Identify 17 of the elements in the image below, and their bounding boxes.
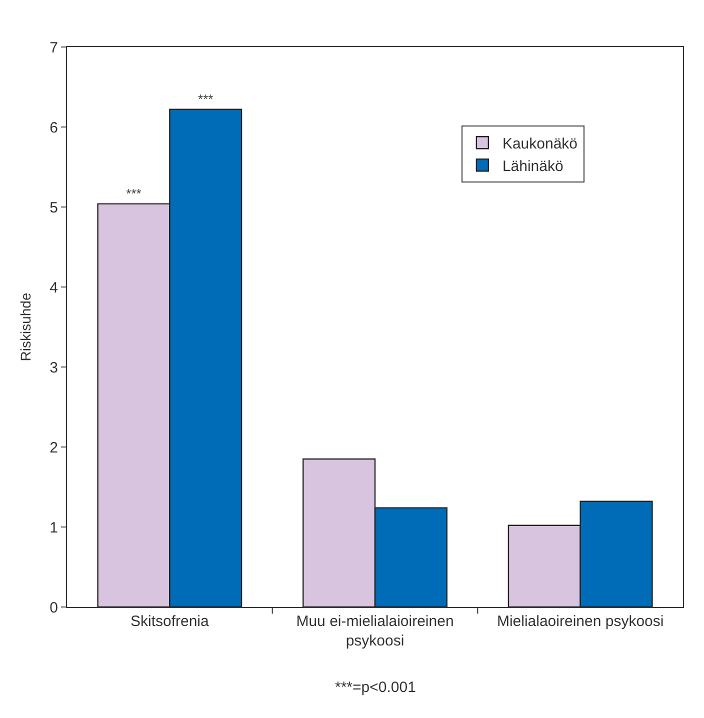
data-label: ***	[126, 186, 142, 201]
y-tick-label: 4	[50, 279, 58, 296]
y-tick-label: 5	[50, 199, 58, 216]
y-tick-label: 2	[50, 439, 58, 456]
y-tick-label: 1	[50, 519, 58, 536]
y-tick-label: 3	[50, 359, 58, 376]
x-tick-label: Skitsofrenia	[130, 613, 210, 630]
y-tick-label: 6	[50, 119, 58, 136]
y-axis-title: Riskisuhde	[17, 292, 34, 362]
data-label: ***	[198, 91, 214, 106]
x-tick-label: Muu ei-mielialaioireinen psykoosi	[296, 613, 454, 650]
x-tick-label: Mielialaoireinen psykoosi	[496, 613, 664, 630]
y-tick-label: 0	[50, 599, 58, 616]
y-tick-label: 7	[50, 39, 58, 56]
legend-label: Lähinäkö	[502, 158, 564, 175]
text: ***=p<0.001	[335, 679, 416, 696]
legend-label: Kaukonäkö	[502, 136, 578, 152]
